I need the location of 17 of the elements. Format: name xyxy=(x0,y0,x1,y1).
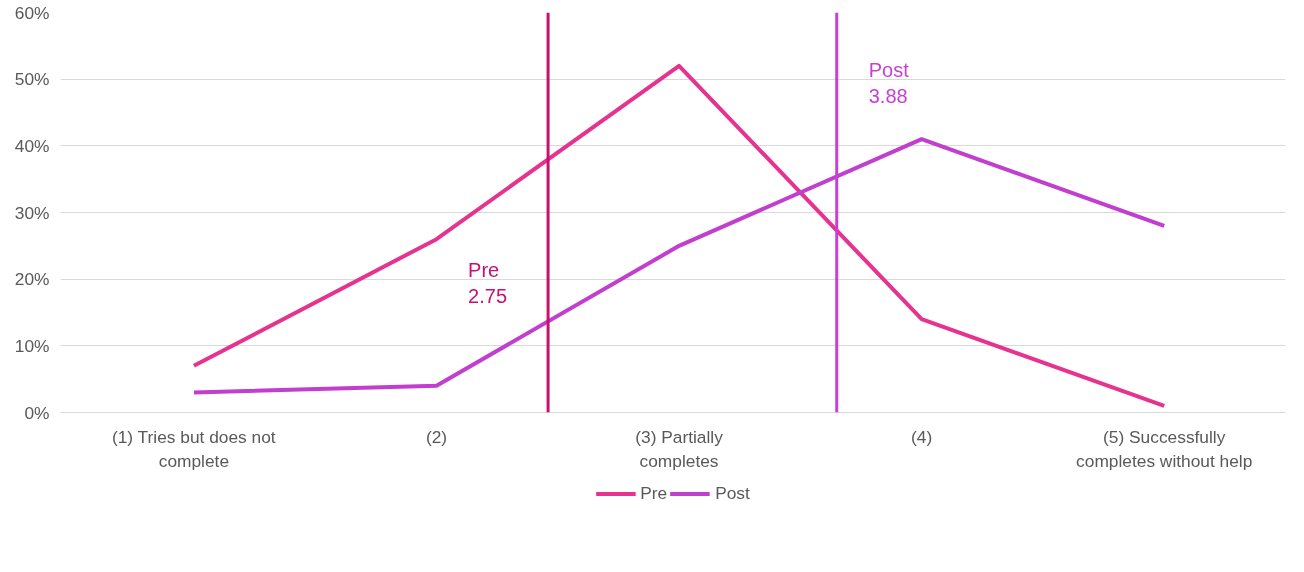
y-tick-label: 20% xyxy=(14,269,50,290)
legend-label: Pre xyxy=(640,482,668,504)
y-tick-label: 10% xyxy=(14,335,50,356)
legend-label: Post xyxy=(715,482,750,504)
x-tick-label: (4) xyxy=(911,426,933,447)
x-tick-label: (5) Successfully completes without help xyxy=(1076,426,1253,471)
x-tick-label: (3) Partially completes xyxy=(635,426,724,471)
y-tick-label: 50% xyxy=(14,69,50,90)
y-tick-label: 30% xyxy=(14,202,50,223)
line-series xyxy=(191,63,1167,408)
y-tick-label: 60% xyxy=(14,2,50,23)
x-tick-label: (2) xyxy=(425,426,448,447)
ref-line-label: Pre 2.75 xyxy=(468,259,508,308)
y-tick-label: 40% xyxy=(14,135,50,156)
ref-line-label: Post 3.88 xyxy=(868,59,910,108)
x-tick-label: (1) Tries but does not complete xyxy=(111,426,276,471)
y-tick-label: 0% xyxy=(24,402,50,423)
